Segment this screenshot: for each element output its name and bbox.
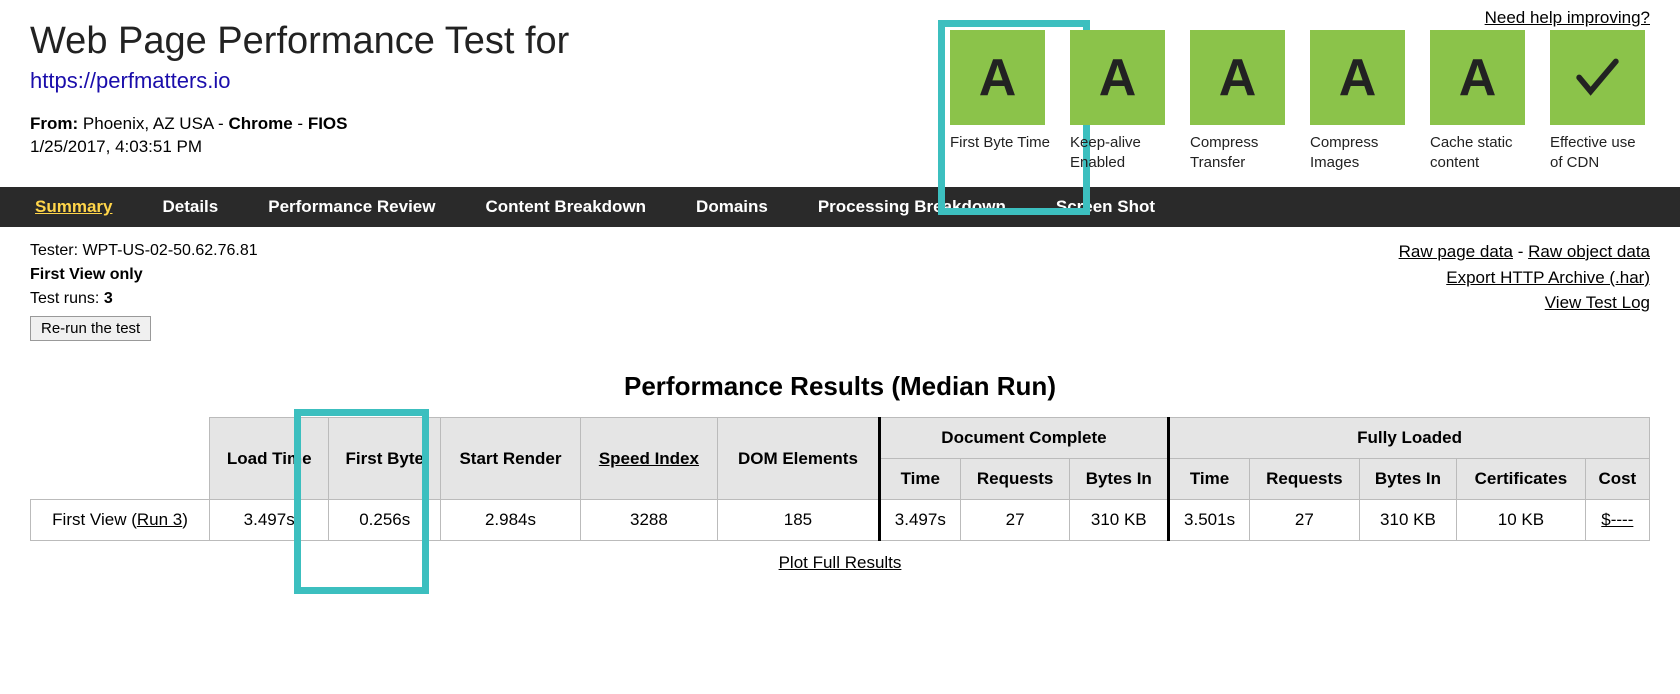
empty-corner [31,418,210,500]
tested-url[interactable]: https://perfmatters.io [30,68,231,94]
grade-box: A [1310,30,1405,125]
col-dom-elements: DOM Elements [718,418,880,500]
cell-certificates: 10 KB [1457,500,1586,541]
col-dc-requests: Requests [960,459,1070,500]
grade-col: A Compress Transfer [1190,30,1290,172]
raw-object-data-link[interactable]: Raw object data [1528,242,1650,261]
cell-cost: $---- [1585,500,1649,541]
grade-box: A [1190,30,1285,125]
grade-col: A Keep-alive Enabled [1070,30,1170,172]
checkmark-icon [1570,50,1625,105]
results-table: Load Time First Byte Start Render Speed … [30,417,1650,541]
cell-load-time: 3.497s [210,500,329,541]
cell-dc-bytes: 310 KB [1070,500,1169,541]
grade-col: A Compress Images [1310,30,1410,172]
group-fully-loaded: Fully Loaded [1169,418,1650,459]
tab-content-breakdown[interactable]: Content Breakdown [460,187,671,227]
from-browser: Chrome [228,114,292,133]
plot-full-results-link[interactable]: Plot Full Results [0,553,1680,573]
cell-first-byte: 0.256s [329,500,441,541]
col-fl-bytes: Bytes In [1359,459,1456,500]
tab-bar: SummaryDetailsPerformance ReviewContent … [0,187,1680,227]
grade-box: A [950,30,1045,125]
cell-dc-requests: 27 [960,500,1070,541]
tab-domains[interactable]: Domains [671,187,793,227]
row-label: First View (Run 3) [31,500,210,541]
col-dc-time: Time [879,459,960,500]
tester-line: Tester: WPT-US-02-50.62.76.81 [30,239,258,263]
from-prefix: From: [30,114,78,133]
runs-line: Test runs: 3 [30,287,258,311]
tab-performance-review[interactable]: Performance Review [243,187,460,227]
grade-box: A [1430,30,1525,125]
grade-col: A First Byte Time [950,30,1050,172]
cost-link[interactable]: $---- [1601,510,1633,529]
tab-summary[interactable]: Summary [10,187,137,227]
cell-fl-time: 3.501s [1169,500,1250,541]
grade-label: Cache static content [1430,133,1530,172]
export-har-link[interactable]: Export HTTP Archive (.har) [1446,268,1650,287]
meta-row: Tester: WPT-US-02-50.62.76.81 First View… [0,227,1680,351]
cell-fl-requests: 27 [1250,500,1360,541]
from-sep: - [297,114,303,133]
view-mode: First View only [30,263,258,287]
tab-screen-shot[interactable]: Screen Shot [1031,187,1180,227]
results-title: Performance Results (Median Run) [0,371,1680,402]
col-dc-bytes: Bytes In [1070,459,1169,500]
col-first-byte: First Byte [329,418,441,500]
results-table-wrap: Load Time First Byte Start Render Speed … [30,417,1650,541]
grade-col: A Cache static content [1430,30,1530,172]
link-sep: - [1518,242,1528,261]
col-speed-index: Speed Index [580,418,717,500]
cell-start-render: 2.984s [441,500,581,541]
cell-dom-elements: 185 [718,500,880,541]
col-start-render: Start Render [441,418,581,500]
test-date: 1/25/2017, 4:03:51 PM [30,137,950,157]
raw-page-data-link[interactable]: Raw page data [1399,242,1513,261]
grade-label: First Byte Time [950,133,1050,153]
view-test-log-link[interactable]: View Test Log [1545,293,1650,312]
col-certificates: Certificates [1457,459,1586,500]
header-row: Web Page Performance Test for https://pe… [0,0,1680,187]
from-line: From: Phoenix, AZ USA - Chrome - FIOS [30,114,950,134]
col-load-time: Load Time [210,418,329,500]
cell-fl-bytes: 310 KB [1359,500,1456,541]
rerun-button[interactable]: Re-run the test [30,316,151,341]
grade-box [1550,30,1645,125]
col-fl-time: Time [1169,459,1250,500]
group-doc-complete: Document Complete [879,418,1168,459]
col-fl-requests: Requests [1250,459,1360,500]
from-conn: FIOS [308,114,348,133]
page-title: Web Page Performance Test for [30,20,950,63]
cell-speed-index: 3288 [580,500,717,541]
tab-processing-breakdown[interactable]: Processing Breakdown [793,187,1031,227]
grade-label: Compress Images [1310,133,1410,172]
from-location: Phoenix, AZ USA - [83,114,224,133]
grade-label: Keep-alive Enabled [1070,133,1170,172]
grade-label: Compress Transfer [1190,133,1290,172]
cell-dc-time: 3.497s [879,500,960,541]
col-cost: Cost [1585,459,1649,500]
run-link[interactable]: Run 3 [137,510,182,529]
grade-label: Effective use of CDN [1550,133,1650,172]
grade-box: A [1070,30,1165,125]
grades-container: A First Byte Time A Keep-alive Enabled A Comp… [950,30,1650,172]
help-link[interactable]: Need help improving? [1485,8,1650,28]
tab-details[interactable]: Details [137,187,243,227]
grade-col: Effective use of CDN [1550,30,1650,172]
